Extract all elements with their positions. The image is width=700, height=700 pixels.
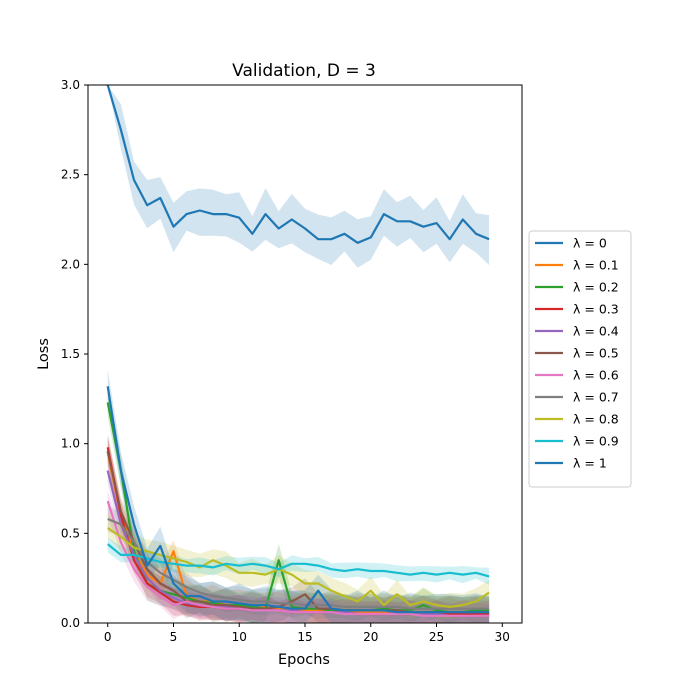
band-10 xyxy=(107,369,490,623)
band-5 xyxy=(107,433,490,623)
series-lines xyxy=(106,85,490,617)
legend-label-1: λ = 0.1 xyxy=(573,258,619,273)
legend-label-7: λ = 0.7 xyxy=(573,390,619,405)
band-1 xyxy=(107,436,490,623)
legend-label-5: λ = 0.5 xyxy=(573,346,619,361)
confidence-bands xyxy=(107,85,490,623)
series-line-0 xyxy=(106,85,490,244)
y-axis-label: Loss xyxy=(36,338,52,370)
legend-label-0: λ = 0 xyxy=(573,236,607,251)
x-tick-label: 5 xyxy=(170,630,178,644)
band-2 xyxy=(107,385,490,623)
legend: λ = 0 λ = 0.1 λ = 0.2 λ = 0.3 λ = 0.4 λ = 0.5… xyxy=(528,230,632,488)
y-tick-label: 1.5 xyxy=(61,347,80,361)
legend-label-9: λ = 0.9 xyxy=(573,434,619,449)
x-tick-label: 30 xyxy=(495,630,510,644)
series-line-9 xyxy=(107,543,490,578)
legend-label-4: λ = 0.4 xyxy=(573,324,619,339)
y-tick-label: 3.0 xyxy=(61,78,80,92)
y-tick-label: 0.5 xyxy=(61,526,80,540)
band-3 xyxy=(107,437,490,623)
x-tick-label: 10 xyxy=(232,630,247,644)
legend-label-6: λ = 0.6 xyxy=(573,368,619,383)
legend-label-10: λ = 1 xyxy=(573,456,607,471)
y-tick-label: 1.0 xyxy=(61,437,80,451)
series-line-6 xyxy=(106,500,490,617)
band-0 xyxy=(107,85,490,268)
axes: 0 5 10 15 20 25 30 0.0 0.5 1.0 1.5 2.0 2.5 3.0 xyxy=(61,78,523,644)
legend-label-3: λ = 0.3 xyxy=(573,302,619,317)
chart-title: Validation, D = 3 xyxy=(232,61,376,81)
x-tick-label: 20 xyxy=(363,630,378,644)
series-line-10 xyxy=(106,386,490,614)
legend-label-8: λ = 0.8 xyxy=(573,412,619,427)
y-tick-label: 0.0 xyxy=(61,616,80,630)
y-tick-label: 2.5 xyxy=(61,168,80,182)
legend-label-2: λ = 0.2 xyxy=(573,280,619,295)
band-8 xyxy=(107,513,490,620)
x-tick-label: 15 xyxy=(297,630,312,644)
series-line-8 xyxy=(107,527,490,609)
y-tick-label: 2.0 xyxy=(61,257,80,271)
x-axis-label: Epochs xyxy=(278,652,330,668)
legend-box xyxy=(528,230,632,488)
x-tick-label: 0 xyxy=(104,630,112,644)
x-tick-label: 25 xyxy=(429,630,444,644)
